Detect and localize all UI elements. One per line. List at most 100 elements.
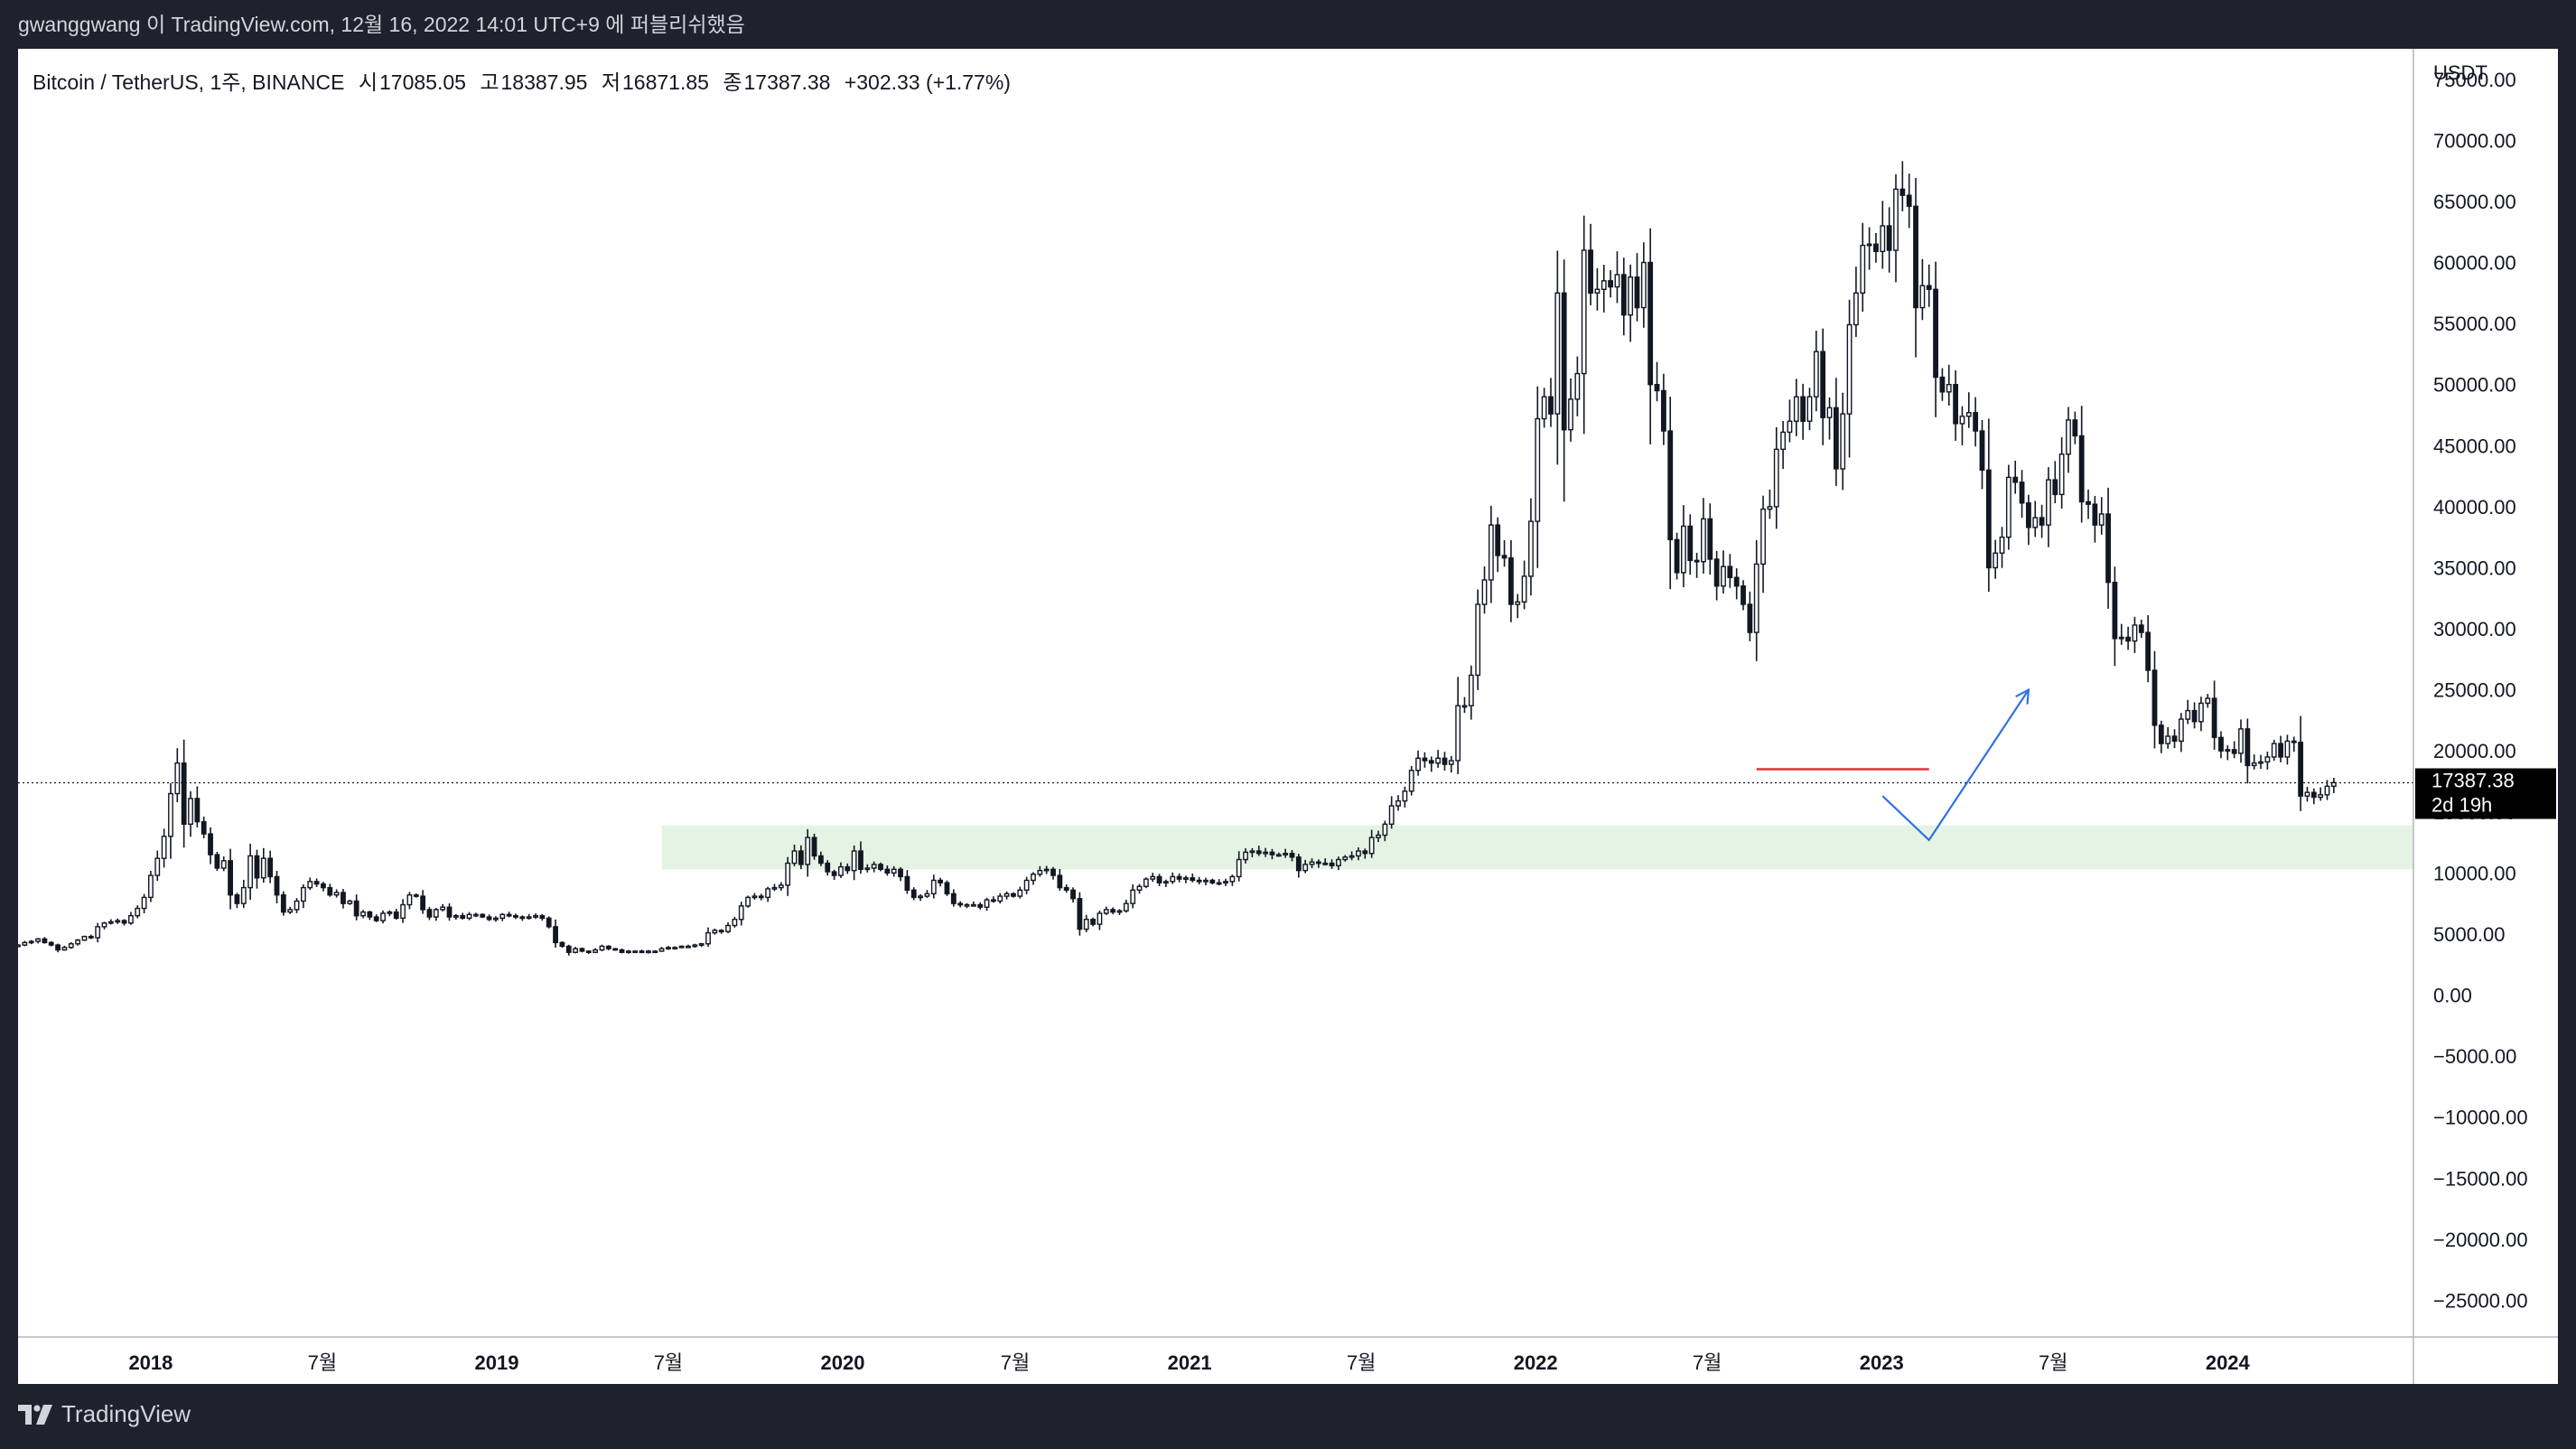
candle-body xyxy=(1628,276,1634,316)
candle-body xyxy=(1899,188,1906,196)
candle-body xyxy=(1640,261,1647,309)
candle-body xyxy=(1581,249,1587,375)
candle-body xyxy=(1011,893,1016,897)
candle-body xyxy=(28,940,34,944)
candle-body xyxy=(141,896,147,910)
projection-path xyxy=(1881,689,2030,842)
candle-body xyxy=(1733,576,1740,587)
time-tick-label: 7월 xyxy=(1693,1351,1722,1374)
time-tick-label: 7월 xyxy=(2039,1351,2067,1374)
candle-body xyxy=(2165,735,2171,744)
high-value: 18387.95 xyxy=(500,70,588,94)
candle-body xyxy=(698,943,705,946)
candle-body xyxy=(1893,188,1899,251)
candle-body xyxy=(825,862,831,873)
candle-body xyxy=(1116,910,1123,913)
candle-body xyxy=(1136,885,1143,891)
candle-body xyxy=(605,945,611,949)
candle-body xyxy=(619,949,625,953)
candle-body xyxy=(2310,791,2317,799)
candle-body xyxy=(1123,902,1129,911)
candle-body xyxy=(1455,705,1461,762)
candle-body xyxy=(380,912,386,921)
candle-body xyxy=(1362,850,1368,855)
candle-body xyxy=(957,902,964,906)
close-value: 17387.38 xyxy=(743,70,831,94)
price-tick-label: 5000.00 xyxy=(2433,923,2506,946)
candle-body xyxy=(2278,743,2283,758)
candle-body xyxy=(1162,881,1169,884)
candle-body xyxy=(1043,868,1050,872)
tradingview-logo[interactable]: TradingView xyxy=(18,1400,191,1428)
candle-body xyxy=(1156,875,1162,883)
candle-body xyxy=(2304,791,2310,797)
candle-body xyxy=(666,947,671,950)
candle-body xyxy=(1329,862,1335,866)
candle-body xyxy=(553,926,558,944)
candle-body xyxy=(107,921,114,924)
candle-body xyxy=(1873,243,1879,253)
chart-area[interactable]: USDT 75000.00 70000.00 65000.00 60000.00 5500… xyxy=(18,49,2558,1384)
candle-body xyxy=(1283,853,1289,855)
candle-body xyxy=(2046,479,2051,526)
candle-body xyxy=(1349,855,1355,858)
support-zone xyxy=(661,825,2413,870)
candle-body xyxy=(1376,834,1381,838)
candle-body xyxy=(1495,524,1501,556)
candle-body xyxy=(1727,566,1733,578)
candle-body xyxy=(791,850,798,865)
candle-body xyxy=(1037,869,1043,875)
candle-body xyxy=(1906,194,1912,208)
candle-body xyxy=(1003,893,1010,897)
close-label: 종 xyxy=(723,70,742,94)
candle-body xyxy=(2078,435,2085,503)
candle-body xyxy=(55,944,61,951)
candle-body xyxy=(2158,724,2164,744)
candle-body xyxy=(612,948,619,951)
candle-body xyxy=(2258,761,2263,764)
candle-body xyxy=(705,931,711,945)
candle-body xyxy=(440,906,446,911)
candle-body xyxy=(460,914,466,920)
candle-body xyxy=(2245,728,2251,767)
price-tick-label: −20000.00 xyxy=(2433,1229,2528,1251)
candle-body xyxy=(353,900,359,917)
candle-body xyxy=(1050,868,1056,876)
candle-body xyxy=(2125,636,2132,642)
time-tick-label: 2023 xyxy=(1860,1351,1904,1374)
candle-body xyxy=(930,879,937,895)
candle-body xyxy=(533,914,538,918)
candle-body xyxy=(341,892,346,904)
candle-body xyxy=(1681,525,1686,574)
low-value: 16871.85 xyxy=(621,70,709,94)
candle-body xyxy=(1023,879,1030,891)
candle-body xyxy=(851,850,857,872)
candle-body xyxy=(2298,742,2304,797)
candle-body xyxy=(771,886,778,890)
low-label: 저 xyxy=(601,70,621,94)
candle-body xyxy=(1249,850,1255,854)
candle-body xyxy=(1057,874,1063,889)
candle-body xyxy=(1415,757,1421,771)
candle-body xyxy=(486,916,492,921)
candle-body xyxy=(1408,770,1414,792)
candle-body xyxy=(426,909,433,918)
candle-body xyxy=(174,762,181,795)
candle-body xyxy=(1488,524,1494,581)
candle-body xyxy=(765,888,771,899)
candle-body xyxy=(1190,877,1196,882)
candle-body xyxy=(1508,556,1514,605)
candle-body xyxy=(1229,875,1236,883)
candle-body xyxy=(2112,581,2118,640)
price-tick-label: 40000.00 xyxy=(2433,496,2516,519)
time-tick-label: 2019 xyxy=(475,1351,519,1374)
candle-body xyxy=(1336,858,1341,866)
symbol-name[interactable]: Bitcoin / TetherUS, 1주, BINANCE xyxy=(33,70,345,94)
candle-body xyxy=(1985,469,1992,569)
candle-body xyxy=(712,930,718,934)
candle-body xyxy=(918,895,923,899)
candle-body xyxy=(280,893,286,913)
candle-body xyxy=(480,913,486,918)
price-tick-label: 50000.00 xyxy=(2433,374,2516,397)
